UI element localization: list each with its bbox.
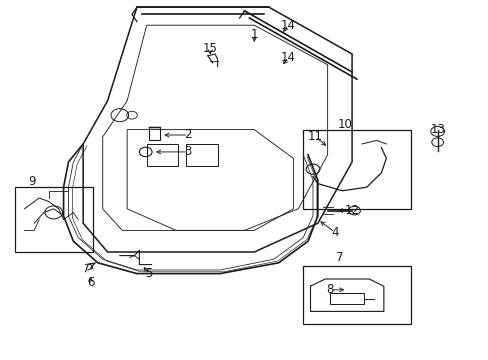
Text: 12: 12 (344, 204, 359, 217)
Bar (185, 144, 217, 166)
Text: 11: 11 (307, 130, 322, 143)
Bar (146, 144, 178, 166)
Text: 7: 7 (335, 251, 343, 264)
Bar (303, 130, 410, 209)
Text: 8: 8 (325, 283, 333, 296)
Text: 15: 15 (203, 42, 217, 55)
Text: 6: 6 (86, 276, 94, 289)
Bar (329, 293, 364, 304)
Text: 4: 4 (330, 226, 338, 239)
Text: 2: 2 (184, 129, 192, 141)
Text: 13: 13 (429, 123, 444, 136)
Text: 1: 1 (250, 28, 258, 41)
Bar (149, 127, 160, 140)
Text: 3: 3 (184, 145, 192, 158)
Text: 10: 10 (337, 118, 351, 131)
Bar (303, 266, 410, 324)
Bar (15, 187, 93, 252)
Text: 14: 14 (281, 51, 295, 64)
Text: 9: 9 (28, 175, 36, 188)
Text: 14: 14 (281, 19, 295, 32)
Text: 5: 5 (145, 267, 153, 280)
